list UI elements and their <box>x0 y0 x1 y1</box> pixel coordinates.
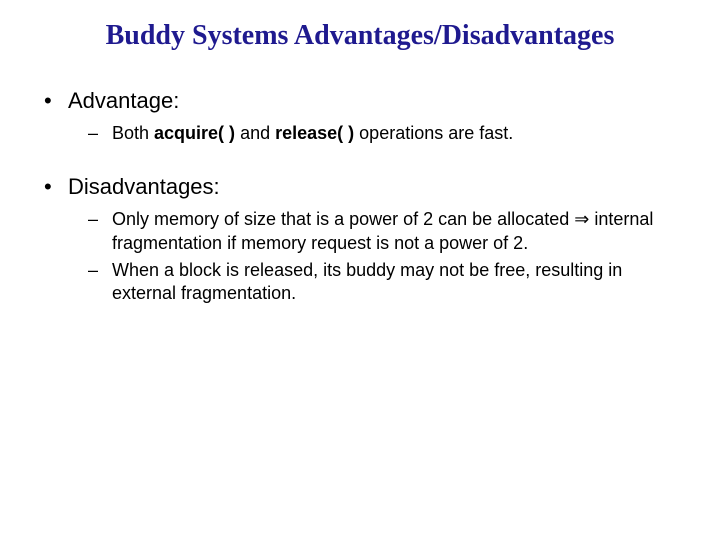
section-heading-row: • Advantage: <box>44 88 676 114</box>
section-items-group: – Both acquire( ) and release( ) operati… <box>44 122 676 145</box>
text-part: Only memory of size that is a power of 2… <box>112 209 574 229</box>
text-part-bold: release( ) <box>275 123 359 143</box>
list-item: – Only memory of size that is a power of… <box>88 208 676 255</box>
bullet-level1: • <box>44 174 68 200</box>
slide-title: Buddy Systems Advantages/Disadvantages <box>0 20 720 52</box>
section-heading-row: • Disadvantages: <box>44 174 676 200</box>
text-part: Both <box>112 123 154 143</box>
slide-content: • Advantage: – Both acquire( ) and relea… <box>0 88 720 306</box>
section-items-group: – Only memory of size that is a power of… <box>44 208 676 306</box>
section-heading: Advantage: <box>68 88 179 114</box>
bullet-level2: – <box>88 208 112 231</box>
text-part: operations are fast. <box>359 123 513 143</box>
list-item: – Both acquire( ) and release( ) operati… <box>88 122 676 145</box>
list-item-text: Both acquire( ) and release( ) operation… <box>112 122 513 145</box>
list-item-text: When a block is released, its buddy may … <box>112 259 676 306</box>
list-item-text: Only memory of size that is a power of 2… <box>112 208 676 255</box>
bullet-level1: • <box>44 88 68 114</box>
slide-container: Buddy Systems Advantages/Disadvantages •… <box>0 0 720 540</box>
list-item: – When a block is released, its buddy ma… <box>88 259 676 306</box>
text-part: and <box>240 123 275 143</box>
text-part: When a block is released, its buddy may … <box>112 260 622 303</box>
bullet-level2: – <box>88 122 112 145</box>
text-part-bold: acquire( ) <box>154 123 240 143</box>
arrow-icon: ⇒ <box>574 209 589 229</box>
bullet-level2: – <box>88 259 112 282</box>
section-heading: Disadvantages: <box>68 174 220 200</box>
